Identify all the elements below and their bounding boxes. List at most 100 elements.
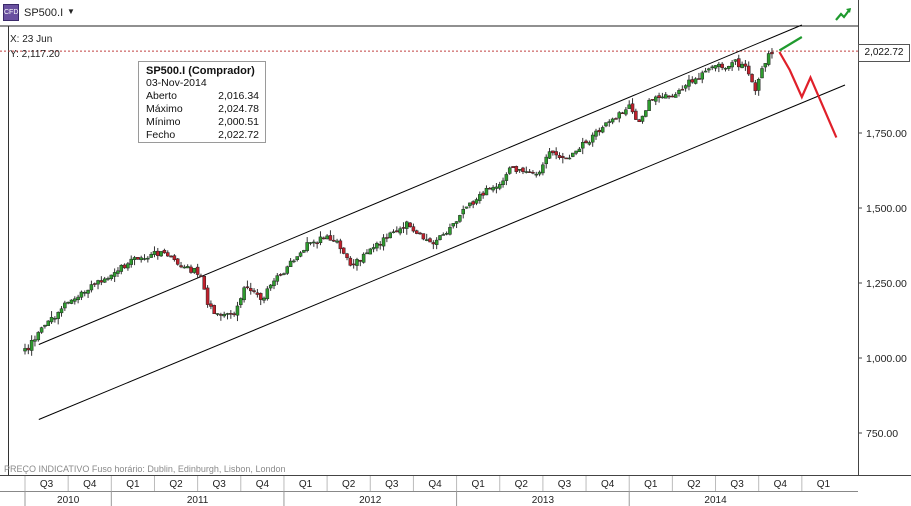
candle-body bbox=[222, 313, 226, 317]
year-label: 2014 bbox=[704, 495, 727, 506]
candle-body bbox=[650, 99, 655, 101]
quarter-label: Q2 bbox=[342, 479, 356, 490]
candle-body bbox=[325, 235, 329, 240]
candle-body bbox=[534, 173, 539, 176]
tooltip-value: 2,024.78 bbox=[218, 103, 259, 115]
quarter-label: Q1 bbox=[471, 479, 485, 490]
candle-body bbox=[527, 171, 532, 173]
quarter-label: Q4 bbox=[83, 479, 97, 490]
candle-body bbox=[743, 63, 748, 67]
candle-body bbox=[229, 313, 233, 315]
candle-body bbox=[26, 347, 31, 351]
candle-body bbox=[488, 187, 492, 190]
candle-body bbox=[604, 122, 608, 127]
bearish-projection-line bbox=[778, 51, 838, 138]
candle-body bbox=[454, 221, 459, 224]
tooltip-label: Máximo bbox=[146, 103, 183, 115]
candle-body bbox=[252, 290, 256, 292]
candle-body bbox=[574, 150, 578, 154]
candle-body bbox=[338, 240, 343, 250]
candle-body bbox=[507, 167, 512, 174]
candle-body bbox=[272, 280, 276, 287]
quarter-label: Q1 bbox=[126, 479, 140, 490]
candle-body bbox=[119, 265, 124, 272]
last-price-badge: 2,022.72 bbox=[858, 44, 910, 62]
candle-body bbox=[481, 192, 485, 196]
bullish-projection-line bbox=[778, 36, 803, 52]
candle-body bbox=[351, 263, 356, 266]
candle-body bbox=[129, 258, 133, 265]
candle-body bbox=[59, 308, 64, 314]
quarter-label: Q3 bbox=[558, 479, 572, 490]
candle-body bbox=[308, 242, 313, 244]
candle-body bbox=[627, 104, 631, 109]
candle-body bbox=[328, 235, 333, 241]
candle-body bbox=[421, 233, 426, 240]
candle-body bbox=[265, 288, 270, 300]
candle-body bbox=[66, 301, 70, 304]
candle-body bbox=[411, 226, 416, 232]
candle-body bbox=[86, 289, 90, 294]
candle-body bbox=[288, 260, 293, 268]
quarter-label: Q3 bbox=[213, 479, 227, 490]
candle-body bbox=[245, 286, 250, 288]
candle-body bbox=[63, 302, 67, 309]
candle-body bbox=[713, 65, 718, 69]
candle-body bbox=[756, 79, 761, 91]
candle-body bbox=[746, 65, 751, 75]
cfd-icon[interactable]: CFD bbox=[3, 4, 19, 21]
candle-body bbox=[159, 251, 163, 257]
candle-body bbox=[258, 293, 263, 300]
candle-body bbox=[262, 297, 266, 301]
chevron-down-icon[interactable]: ▼ bbox=[67, 7, 75, 16]
symbol-name[interactable]: SP500.I bbox=[24, 7, 64, 19]
candle-body bbox=[770, 51, 774, 55]
candle-body bbox=[242, 287, 246, 301]
candle-body bbox=[315, 242, 319, 245]
candle-body bbox=[600, 127, 605, 133]
tooltip-label: Fecho bbox=[146, 129, 176, 141]
candle-body bbox=[248, 288, 253, 292]
year-label: 2012 bbox=[359, 495, 382, 506]
candle-body bbox=[152, 251, 157, 255]
candle-body bbox=[96, 280, 100, 285]
candle-body bbox=[83, 292, 87, 294]
candle-body bbox=[554, 151, 558, 156]
candle-body bbox=[750, 74, 754, 83]
candle-body bbox=[182, 266, 187, 269]
tooltip-value: 2,022.72 bbox=[218, 129, 259, 141]
candle-body bbox=[571, 152, 575, 157]
candle-body bbox=[185, 266, 190, 269]
candle-body bbox=[109, 274, 114, 280]
candle-body bbox=[494, 186, 499, 189]
candle-body bbox=[710, 66, 714, 69]
candle-body bbox=[331, 239, 336, 242]
candle-body bbox=[209, 303, 213, 307]
candle-body bbox=[49, 317, 54, 323]
candle-body bbox=[395, 230, 399, 233]
candle-body bbox=[524, 171, 529, 173]
quarter-label: Q3 bbox=[385, 479, 399, 490]
candle-body bbox=[126, 263, 130, 269]
candle-body bbox=[89, 284, 94, 291]
candle-body bbox=[683, 85, 688, 89]
candle-body bbox=[544, 156, 548, 165]
candle-body bbox=[737, 58, 741, 68]
candle-body bbox=[36, 332, 41, 341]
candle-body bbox=[438, 235, 442, 240]
candle-body bbox=[189, 266, 193, 273]
candle-body bbox=[46, 320, 50, 326]
quarter-label: Q1 bbox=[299, 479, 313, 490]
candle-body bbox=[335, 240, 339, 243]
candle-body bbox=[39, 327, 44, 333]
candle-body bbox=[660, 96, 665, 99]
candle-body bbox=[564, 157, 568, 160]
candle-body bbox=[690, 79, 695, 83]
candle-body bbox=[590, 134, 595, 143]
candle-body bbox=[56, 312, 60, 319]
year-label: 2013 bbox=[532, 495, 555, 506]
candle-body bbox=[733, 59, 738, 62]
candle-body bbox=[312, 241, 316, 244]
candle-body bbox=[700, 72, 704, 80]
candle-body bbox=[255, 292, 260, 295]
